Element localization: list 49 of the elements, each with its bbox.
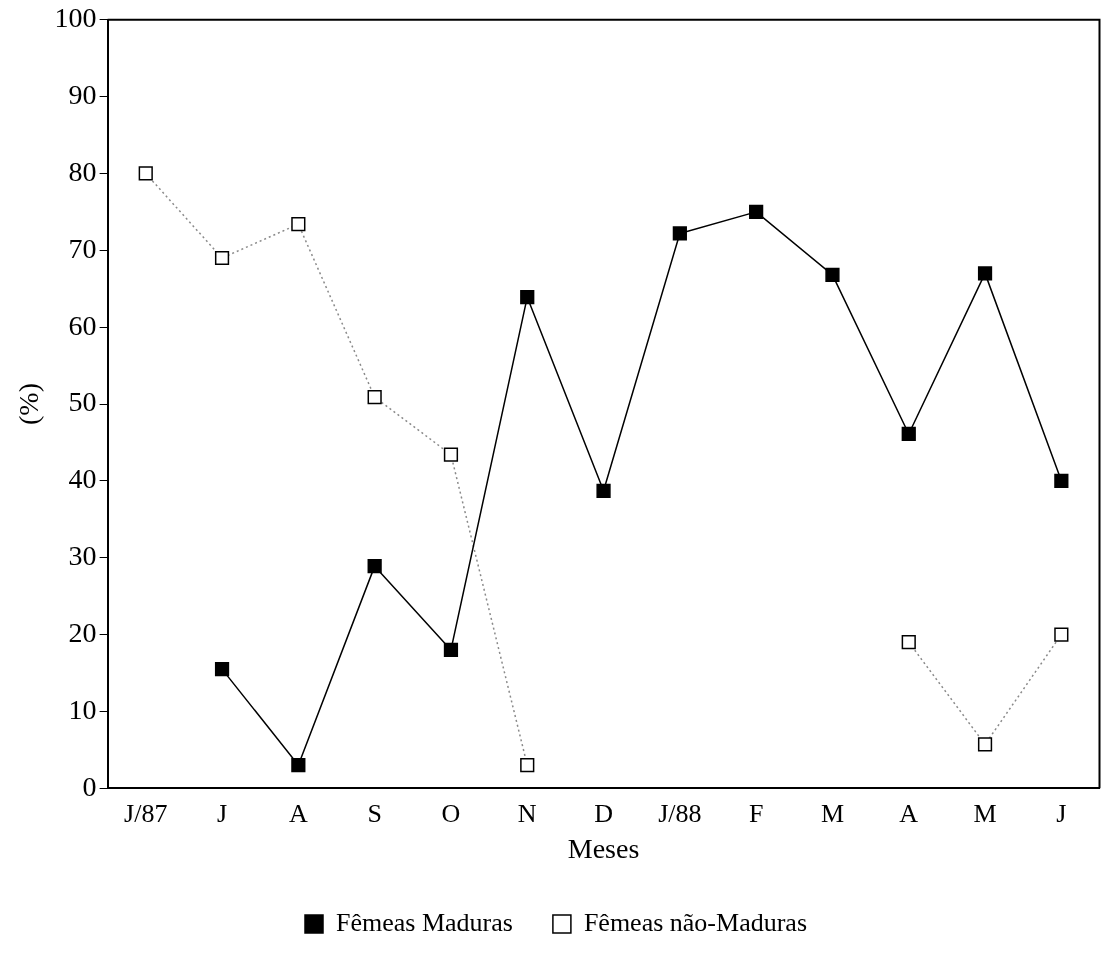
x-tick-label: J/88 <box>658 798 702 828</box>
x-tick-label: J <box>1056 798 1067 828</box>
y-axis-title: (%) <box>13 383 45 425</box>
legend-label: Fêmeas não-Maduras <box>583 907 808 937</box>
x-tick-label: F <box>748 798 764 828</box>
point <box>1054 473 1069 488</box>
x-axis-title: Meses <box>567 832 640 864</box>
x-tick-label: J <box>216 798 228 828</box>
y-tick-label: 100 <box>54 2 97 34</box>
point <box>138 166 153 181</box>
x-tick-label: O <box>441 798 461 828</box>
point <box>901 635 916 650</box>
point <box>291 758 306 773</box>
x-tick-label: N <box>517 798 537 828</box>
point <box>596 483 611 498</box>
point <box>901 426 916 442</box>
point <box>291 217 306 232</box>
point <box>672 226 687 241</box>
y-tick-label: 40 <box>68 463 97 495</box>
y-tick-label: 70 <box>68 232 97 264</box>
point <box>977 266 993 281</box>
point <box>520 290 535 305</box>
point <box>367 389 382 405</box>
point <box>443 642 459 657</box>
legend-label: Fêmeas Maduras <box>336 907 513 937</box>
y-tick-label: 20 <box>68 616 97 648</box>
point <box>977 737 993 752</box>
point <box>367 559 382 574</box>
x-tick-label: A <box>288 798 308 828</box>
x-tick-label: S <box>367 798 382 828</box>
x-tick-label: J/87 <box>124 798 168 828</box>
x-tick-label: D <box>594 798 613 828</box>
point <box>825 267 840 283</box>
x-tick-label: A <box>899 798 919 828</box>
x-tick-label: M <box>973 798 997 828</box>
point <box>443 447 459 462</box>
y-tick-label: 0 <box>82 770 97 802</box>
x-tick-label: M <box>820 798 845 828</box>
y-tick-label: 80 <box>68 155 97 187</box>
y-tick-label: 10 <box>68 693 97 725</box>
y-tick-label: 50 <box>68 386 97 418</box>
point <box>214 661 230 677</box>
point <box>520 758 535 773</box>
point <box>1054 627 1069 642</box>
y-tick-label: 60 <box>68 309 97 341</box>
y-tick-label: 30 <box>68 540 97 572</box>
point <box>749 204 764 220</box>
y-tick-label: 90 <box>68 79 97 110</box>
point <box>214 250 230 266</box>
